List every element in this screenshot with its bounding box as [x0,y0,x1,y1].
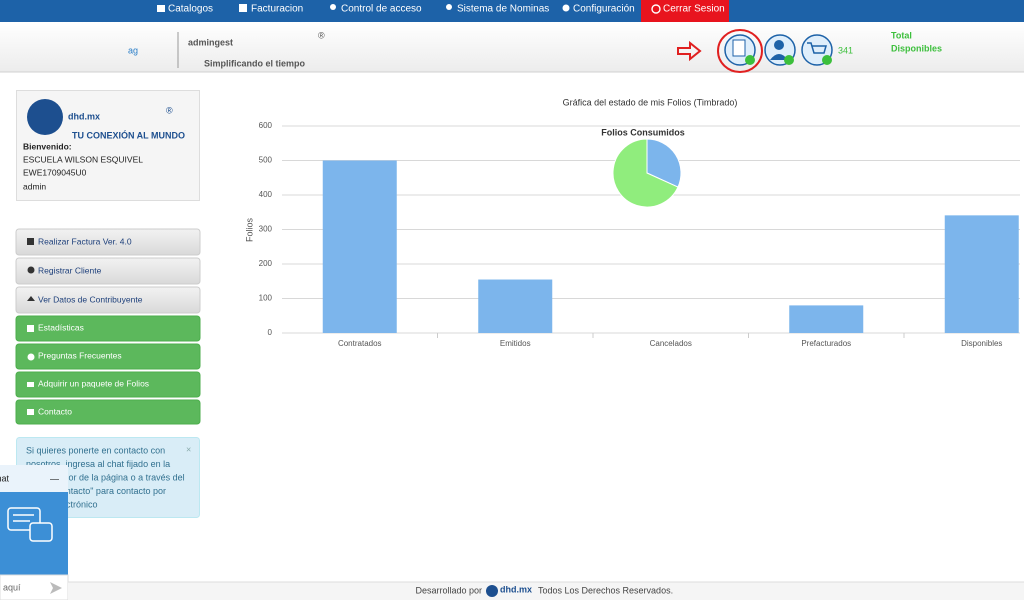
y-tick-label: 600 [259,121,273,130]
x-tick-label: Prefacturados [801,339,851,348]
x-tick-label: Emitidos [500,339,531,348]
nav-item[interactable]: Control de acceso [341,4,422,15]
info-close[interactable]: × [186,444,191,454]
menu-button[interactable]: Registrar Cliente [15,257,201,285]
bar [789,305,864,333]
logo-mark: ag [128,45,138,55]
pie-title: Folios Consumidos [601,127,685,137]
footer-logo-globe [486,585,498,597]
brand: admingest [188,37,233,47]
menu-label[interactable]: Preguntas Frecuentes [38,350,122,360]
chat-icon [7,507,53,542]
menu-label[interactable]: Ver Datos de Contribuyente [38,294,143,304]
logout-bg [641,0,729,22]
menu-button[interactable]: Adquirir un paquete de Folios [15,371,201,398]
chat-minimize[interactable]: — [50,473,59,483]
menu-button[interactable]: Estadísticas [15,315,201,342]
footer-text: Desarrollado por [415,585,482,595]
menu-button[interactable]: Preguntas Frecuentes [15,343,201,370]
nav-item[interactable]: Configuración [573,4,635,15]
tagline: Simplificando el tiempo [204,58,306,68]
x-tick-label: Disponibles [961,339,1002,348]
chat-send[interactable] [50,582,62,594]
info-text: Si quieres ponerte en contacto con [26,445,165,455]
menu-label[interactable]: Realizar Factura Ver. 4.0 [38,236,132,246]
brand-registered: ® [318,30,325,40]
footer-text: Todos Los Derechos Reservados. [538,585,673,595]
pie-slice [612,138,679,208]
menu-button[interactable]: Contacto [15,399,201,425]
chat-title: Chat [0,473,10,483]
folio-icon[interactable] [724,34,756,66]
pie-slice [646,138,682,188]
dhd-logo: dhd.mx [68,111,100,121]
dhd-logo-reg: ® [166,105,173,115]
footer-brand: dhd.mx [500,584,532,594]
chat-header [0,465,68,492]
dhd-tagline: TU CONEXIÓN AL MUNDO [72,129,185,140]
bar [478,279,553,333]
y-tick-label: 200 [259,259,273,268]
y-tick-label: 100 [259,294,273,303]
chat-input-placeholder: aquí [3,582,21,592]
y-tick-label: 0 [268,328,273,337]
available-count: 341 [838,45,853,55]
info-text: botón "Contacto" para contacto por [26,486,166,496]
menu-button[interactable]: Realizar Factura Ver. 4.0 [15,228,201,256]
dhd-logo-globe [27,99,63,135]
nav-bar [0,0,1024,22]
y-tick-label: 500 [259,156,273,165]
menu-button[interactable]: Ver Datos de Contribuyente [15,286,201,314]
menu-label[interactable]: Contacto [38,406,72,416]
school-name: ESCUELA WILSON ESQUIVEL [23,154,143,164]
header [0,22,1024,72]
y-tick-label: 400 [259,190,273,199]
info-text: nosotros, ingresa al chat fijado en la [26,459,170,469]
chart-title: Gráfica del estado de mis Folios (Timbra… [563,97,738,107]
menu-label[interactable]: Registrar Cliente [38,265,102,275]
menu-label[interactable]: Adquirir un paquete de Folios [38,378,149,388]
available-label: Total [891,30,912,40]
bar [944,215,1019,333]
nav-item[interactable]: Facturacion [251,4,303,15]
bar [322,160,397,333]
nav-icons [157,4,661,14]
y-axis-label: Folios [244,218,254,243]
client-icon[interactable] [764,34,796,66]
nav-item[interactable]: Sistema de Nominas [457,4,549,15]
available-label: Disponibles [891,43,942,53]
highlight-circle [717,29,763,73]
nav-item[interactable]: Catalogos [168,4,213,15]
nav-item[interactable]: Cerrar Sesion [663,4,725,15]
rfc: EWE1709045U0 [23,167,87,177]
info-text: parte inferior de la página o a través d… [26,472,185,482]
y-tick-label: 300 [259,225,273,234]
username: admin [23,181,46,191]
welcome: Bienvenido: [23,141,72,151]
x-tick-label: Contratados [338,339,382,348]
footer [68,582,1024,600]
arrow [677,40,702,62]
menu-label[interactable]: Estadísticas [38,322,84,332]
cart-icon[interactable] [801,34,833,66]
x-tick-label: Cancelados [650,339,692,348]
